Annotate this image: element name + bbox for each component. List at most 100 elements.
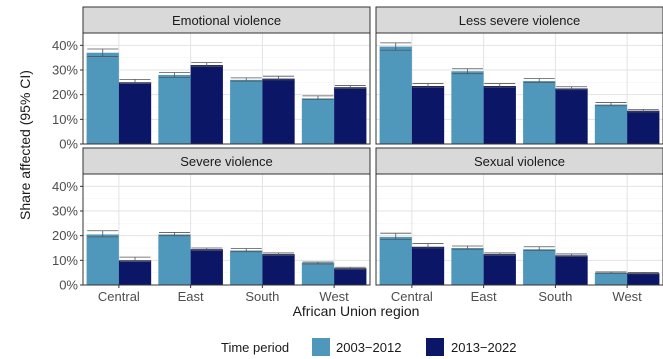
error-bar-emotional-violence-south-2003-2012 — [230, 77, 262, 82]
bar-severe-violence-east-2013-2022 — [190, 249, 223, 285]
bar-severe-violence-west-2013-2022 — [334, 268, 367, 285]
bar-severe-violence-south-2013-2022 — [262, 254, 295, 285]
y-axis-title: Share affected (95% CI) — [17, 70, 33, 220]
bar-severe-violence-east-2003-2012 — [158, 234, 191, 285]
error-bar-sexual-violence-south-2013-2022 — [556, 253, 588, 258]
error-bar-sexual-violence-central-2013-2022 — [412, 243, 444, 249]
bar-less-severe-violence-south-2003-2012 — [523, 81, 556, 144]
error-bar-sexual-violence-south-2003-2012 — [523, 246, 555, 251]
panel-title-sexual-violence: Sexual violence — [474, 154, 565, 169]
x-tick-label-west: West — [319, 289, 349, 304]
x-tick-label-central: Central — [391, 289, 433, 304]
bar-sexual-violence-central-2013-2022 — [411, 246, 445, 285]
error-bar-less-severe-violence-east-2013-2022 — [484, 83, 516, 88]
panel-border-sexual-violence — [375, 173, 663, 286]
bar-severe-violence-west-2003-2012 — [301, 262, 335, 285]
error-bar-severe-violence-west-2013-2022 — [334, 266, 366, 270]
strip-sexual-violence — [375, 147, 663, 175]
legend: Time period 2003−2012 2013−2022 — [221, 338, 516, 356]
error-bar-less-severe-violence-central-2013-2022 — [412, 83, 444, 88]
error-bar-severe-violence-south-2013-2022 — [263, 252, 295, 256]
x-tick-label-south: South — [245, 289, 279, 304]
x-axis-title: African Union region — [293, 303, 420, 319]
error-bar-sexual-violence-central-2003-2012 — [380, 232, 412, 240]
bar-less-severe-violence-west-2013-2022 — [627, 110, 660, 144]
y-tick-label: 30% — [52, 63, 78, 78]
panel-title-severe-violence: Severe violence — [180, 154, 273, 169]
legend-swatch-2013-2022 — [426, 338, 444, 356]
error-bar-sexual-violence-east-2003-2012 — [451, 245, 483, 250]
strip-emotional-violence — [82, 6, 371, 34]
error-bar-severe-violence-central-2013-2022 — [119, 256, 151, 262]
error-bar-emotional-violence-central-2003-2012 — [87, 48, 119, 57]
legend-label-2013-2022: 2013−2022 — [451, 340, 516, 355]
bar-less-severe-violence-east-2013-2022 — [483, 86, 516, 144]
bar-emotional-violence-central-2013-2022 — [118, 82, 152, 144]
error-bar-less-severe-violence-central-2003-2012 — [380, 42, 412, 51]
bar-emotional-violence-east-2003-2012 — [158, 74, 191, 144]
y-tick-label: 0% — [59, 278, 78, 293]
bar-less-severe-violence-central-2013-2022 — [411, 86, 445, 144]
x-tick-label-central: Central — [98, 289, 140, 304]
legend-title: Time period — [221, 340, 289, 355]
bar-emotional-violence-east-2013-2022 — [190, 65, 223, 144]
y-tick-label: 30% — [52, 204, 78, 219]
bar-sexual-violence-south-2003-2012 — [523, 249, 556, 285]
y-tick-label: 10% — [52, 253, 78, 268]
bar-emotional-violence-west-2013-2022 — [334, 87, 367, 144]
error-bar-severe-violence-east-2013-2022 — [191, 247, 223, 251]
bar-emotional-violence-south-2013-2022 — [262, 78, 295, 144]
y-tick-label: 0% — [59, 137, 78, 152]
legend-swatch-2003-2012 — [312, 338, 330, 356]
bar-sexual-violence-west-2003-2012 — [594, 272, 628, 285]
error-bar-less-severe-violence-west-2003-2012 — [595, 102, 627, 107]
error-bar-less-severe-violence-west-2013-2022 — [627, 109, 659, 113]
error-bar-emotional-violence-east-2003-2012 — [158, 72, 190, 78]
panel-title-emotional-violence: Emotional violence — [172, 13, 281, 28]
error-bar-less-severe-violence-south-2003-2012 — [523, 78, 555, 83]
bar-emotional-violence-central-2003-2012 — [86, 52, 119, 144]
bar-sexual-violence-east-2013-2022 — [483, 254, 516, 285]
bar-emotional-violence-west-2003-2012 — [301, 98, 335, 144]
error-bar-severe-violence-west-2003-2012 — [302, 261, 334, 265]
x-tick-label-south: South — [538, 289, 572, 304]
error-bar-severe-violence-south-2003-2012 — [230, 248, 262, 253]
error-bar-emotional-violence-central-2013-2022 — [119, 78, 151, 84]
y-tick-label: 20% — [52, 87, 78, 102]
bar-sexual-violence-south-2013-2022 — [555, 255, 588, 285]
error-bar-less-severe-violence-east-2003-2012 — [451, 68, 483, 75]
bar-severe-violence-south-2003-2012 — [230, 250, 263, 285]
error-bar-sexual-violence-west-2013-2022 — [627, 272, 659, 275]
bar-less-severe-violence-south-2013-2022 — [555, 88, 588, 144]
strip-less-severe-violence — [375, 6, 663, 34]
x-tick-label-east: East — [471, 289, 497, 304]
bar-severe-violence-central-2013-2022 — [118, 260, 152, 285]
error-bar-sexual-violence-east-2013-2022 — [484, 252, 516, 256]
panel-border-emotional-violence — [82, 32, 371, 145]
panel-border-severe-violence — [82, 173, 371, 286]
error-bar-less-severe-violence-south-2013-2022 — [556, 86, 588, 91]
error-bar-severe-violence-east-2003-2012 — [158, 232, 190, 237]
bar-less-severe-violence-east-2003-2012 — [451, 71, 484, 144]
error-bar-emotional-violence-west-2013-2022 — [334, 85, 366, 89]
strip-severe-violence — [82, 147, 371, 175]
bar-sexual-violence-west-2013-2022 — [627, 273, 660, 285]
legend-label-2003-2012: 2003−2012 — [336, 340, 401, 355]
panel-title-less-severe-violence: Less severe violence — [459, 13, 580, 28]
x-tick-label-east: East — [178, 289, 204, 304]
facet-panels: Emotional violence 0% 10% 20% 30% 40% Less sev… — [52, 6, 663, 304]
x-tick-label-west: West — [612, 289, 642, 304]
bar-severe-violence-central-2003-2012 — [86, 234, 119, 285]
bar-sexual-violence-central-2003-2012 — [379, 236, 412, 285]
y-tick-label: 40% — [52, 38, 78, 53]
bar-sexual-violence-east-2003-2012 — [451, 248, 484, 285]
y-tick-label: 20% — [52, 228, 78, 243]
bar-less-severe-violence-west-2003-2012 — [594, 104, 628, 144]
error-bar-emotional-violence-south-2013-2022 — [263, 75, 295, 81]
bar-emotional-violence-south-2003-2012 — [230, 79, 263, 144]
error-bar-emotional-violence-west-2003-2012 — [302, 95, 334, 100]
error-bar-sexual-violence-west-2003-2012 — [595, 271, 627, 274]
bar-less-severe-violence-central-2003-2012 — [379, 46, 412, 144]
y-tick-label: 40% — [52, 179, 78, 194]
